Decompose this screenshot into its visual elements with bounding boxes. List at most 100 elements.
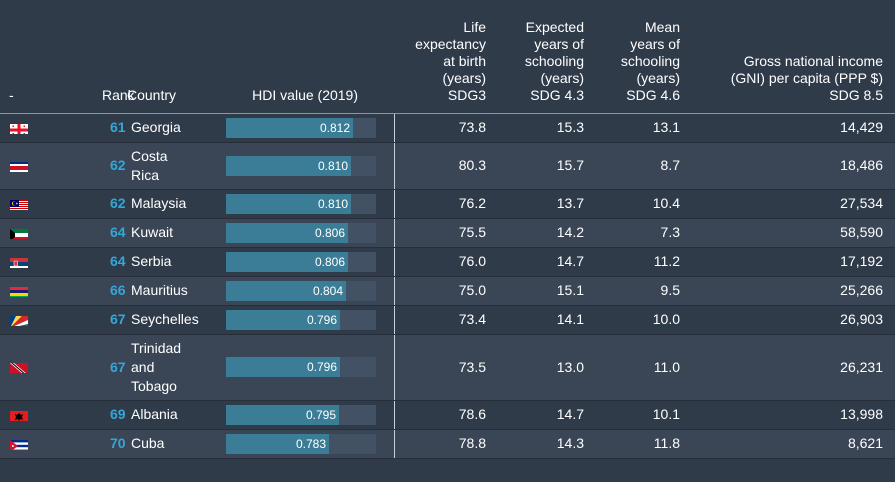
serbia-flag-icon xyxy=(10,256,28,268)
expected-schooling-cell: 14.2 xyxy=(492,218,590,248)
gni-column-header[interactable]: Gross national income (GNI) per capita (P… xyxy=(686,0,895,114)
life-expectancy-cell: 73.4 xyxy=(393,305,492,335)
expected-schooling-cell: 13.0 xyxy=(492,334,590,401)
hdi-bar-track: 0.806 xyxy=(226,222,376,243)
gni-cell: 14,429 xyxy=(686,113,895,143)
flag-cell xyxy=(0,189,40,219)
table-row[interactable]: 64 Kuwait 0.806 75.5 14.2 7.3 58,590 xyxy=(0,218,895,248)
gni-cell: 26,231 xyxy=(686,334,895,401)
country-cell[interactable]: Cuba xyxy=(121,429,226,459)
hdi-cell: 0.812 xyxy=(226,113,394,143)
header-line: Gross national income xyxy=(743,52,883,69)
country-name-line: Trinidad xyxy=(131,339,182,356)
hdi-bar-track: 0.810 xyxy=(226,193,376,214)
gni-cell: 27,534 xyxy=(686,189,895,219)
life-expectancy-cell: 76.0 xyxy=(393,247,492,277)
hdi-value-label: 0.796 xyxy=(306,312,337,327)
hdi-value-label: 0.804 xyxy=(312,283,343,298)
country-name-line: Rica xyxy=(131,166,160,183)
country-name-line: Kuwait xyxy=(131,224,174,240)
header-line: years of xyxy=(534,35,584,52)
hdi-cell: 0.806 xyxy=(226,247,394,277)
mean-schooling-cell: 9.5 xyxy=(590,276,686,306)
hdi-bar-track: 0.804 xyxy=(226,280,376,301)
hdi-bar-fill xyxy=(226,193,351,214)
country-cell[interactable]: Georgia xyxy=(121,113,226,143)
table-row[interactable]: 69 Albania 0.795 78.6 14.7 10.1 13,998 xyxy=(0,400,895,430)
header-line: expectancy xyxy=(415,35,486,52)
rank-cell: 69 xyxy=(40,400,126,430)
table-row[interactable]: 67 Seychelles 0.796 73.4 14.1 10.0 26,903 xyxy=(0,305,895,335)
expected-schooling-cell: 14.1 xyxy=(492,305,590,335)
mean-schooling-cell: 10.0 xyxy=(590,305,686,335)
header-row: - Rank Country HDI value (2019) Life expe… xyxy=(0,0,895,114)
table-row[interactable]: 62 Malaysia 0.810 76.2 13.7 10.4 27,534 xyxy=(0,189,895,219)
table-row[interactable]: 61 Georgia 0.812 73.8 15.3 13.1 14,429 xyxy=(0,113,895,143)
hdi-cell: 0.796 xyxy=(226,334,394,401)
table-row[interactable]: 70 Cuba 0.783 78.8 14.3 11.8 8,621 xyxy=(0,429,895,459)
header-line: Life xyxy=(463,18,486,35)
rank-cell: 67 xyxy=(40,334,126,401)
rank-cell: 64 xyxy=(40,218,126,248)
hdi-bar-fill xyxy=(226,280,346,301)
life-expectancy-cell: 78.6 xyxy=(393,400,492,430)
table-row[interactable]: 67 Trinidad and Tobago 0.796 73.5 13.0 11.0 26,2… xyxy=(0,334,895,401)
header-line: Expected xyxy=(525,18,584,35)
country-cell[interactable]: Mauritius xyxy=(121,276,226,306)
kuwait-flag-icon xyxy=(10,227,28,239)
life-expectancy-cell: 73.8 xyxy=(393,113,492,143)
gni-cell: 13,998 xyxy=(686,400,895,430)
country-cell[interactable]: Seychelles xyxy=(121,305,226,335)
flag-cell xyxy=(0,276,40,306)
life-expectancy-cell: 75.5 xyxy=(393,218,492,248)
table-row[interactable]: 66 Mauritius 0.804 75.0 15.1 9.5 25,266 xyxy=(0,276,895,306)
gni-cell: 18,486 xyxy=(686,142,895,190)
country-cell[interactable]: Trinidad and Tobago xyxy=(121,334,226,401)
header-line: SDG 8.5 xyxy=(829,86,883,103)
hdi-bar-track: 0.796 xyxy=(226,309,376,330)
hdi-column-header[interactable]: HDI value (2019) xyxy=(226,0,394,114)
mean-schooling-cell: 11.0 xyxy=(590,334,686,401)
rank-cell: 62 xyxy=(40,189,126,219)
hdi-bar-track: 0.806 xyxy=(226,251,376,272)
rank-cell: 70 xyxy=(40,429,126,459)
hdi-cell: 0.783 xyxy=(226,429,394,459)
country-cell[interactable]: Albania xyxy=(121,400,226,430)
flag-column-header[interactable]: - xyxy=(0,0,40,114)
expected-schooling-cell: 14.3 xyxy=(492,429,590,459)
country-name-line: and xyxy=(131,358,155,375)
malaysia-flag-icon xyxy=(10,198,28,210)
life-expectancy-column-header[interactable]: Life expectancy at birth (years) SDG3 xyxy=(394,0,492,114)
country-cell[interactable]: Kuwait xyxy=(121,218,226,248)
gni-cell: 26,903 xyxy=(686,305,895,335)
life-expectancy-cell: 73.5 xyxy=(393,334,492,401)
header-line: at birth xyxy=(443,52,486,69)
country-cell[interactable]: Serbia xyxy=(121,247,226,277)
header-line: schooling xyxy=(620,52,680,69)
hdi-bar-fill xyxy=(226,404,339,425)
cuba-flag-icon xyxy=(10,438,28,450)
table-row[interactable]: 64 Serbia 0.806 76.0 14.7 11.2 17,192 xyxy=(0,247,895,277)
trinidad-and-tobago-flag-icon xyxy=(10,361,28,373)
rank-cell: 62 xyxy=(40,142,126,190)
country-name-line: Costa xyxy=(131,147,168,164)
hdi-bar-track: 0.810 xyxy=(226,155,376,176)
table-row[interactable]: 62 Costa Rica 0.810 80.3 15.7 8.7 18,486 xyxy=(0,142,895,190)
header-line: Mean xyxy=(644,18,680,35)
header-line: (years) xyxy=(540,69,584,86)
header-line: SDG 4.6 xyxy=(626,86,680,103)
country-column-header[interactable]: Country xyxy=(121,0,226,114)
country-name-line: Albania xyxy=(131,406,178,422)
hdi-value-label: 0.810 xyxy=(317,158,348,173)
mauritius-flag-icon xyxy=(10,285,28,297)
rank-column-header[interactable]: Rank xyxy=(40,0,135,114)
country-cell[interactable]: Malaysia xyxy=(121,189,226,219)
life-expectancy-cell: 78.8 xyxy=(393,429,492,459)
mean-schooling-cell: 10.4 xyxy=(590,189,686,219)
gni-cell: 25,266 xyxy=(686,276,895,306)
mean-schooling-cell: 8.7 xyxy=(590,142,686,190)
mean-schooling-column-header[interactable]: Mean years of schooling (years) SDG 4.6 xyxy=(590,0,686,114)
expected-schooling-column-header[interactable]: Expected years of schooling (years) SDG 4.3 xyxy=(492,0,590,114)
country-cell[interactable]: Costa Rica xyxy=(121,142,226,190)
expected-schooling-cell: 14.7 xyxy=(492,400,590,430)
